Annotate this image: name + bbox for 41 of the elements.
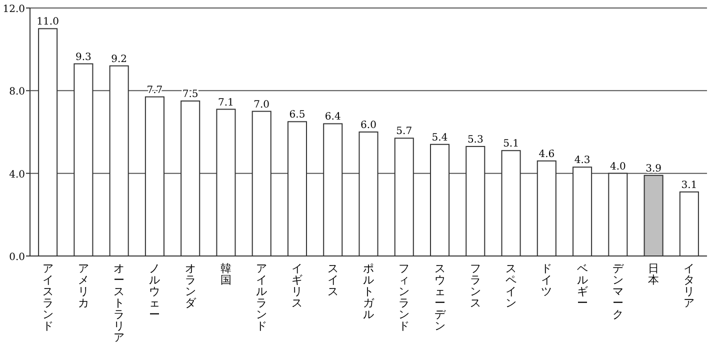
x-tick-label: イギリス <box>292 262 303 310</box>
x-tick-label: 日本 <box>648 262 660 286</box>
data-label: 7.0 <box>254 99 270 110</box>
data-label: 9.2 <box>111 54 128 65</box>
x-tick-label: イタリア <box>684 262 695 310</box>
data-label: 4.6 <box>538 148 555 160</box>
x-tick-label: ベルギー <box>576 262 588 310</box>
data-label: 3.1 <box>681 180 698 191</box>
x-tick-label: フランス <box>470 262 481 310</box>
data-label: 4.0 <box>610 161 626 172</box>
x-tick-label: アイスランド <box>42 262 54 332</box>
data-label: 9.3 <box>75 52 92 63</box>
data-label: 5.1 <box>503 138 519 150</box>
data-label: 6.0 <box>360 120 376 131</box>
x-tick-label: オーストラリア <box>114 262 125 344</box>
data-label: 5.7 <box>396 126 412 138</box>
x-tick-label: ポルトガル <box>363 262 375 321</box>
y-tick-label: 0.0 <box>9 252 25 263</box>
data-label: 11.0 <box>36 16 59 28</box>
y-tick-label: 12.0 <box>2 4 25 15</box>
data-label: 3.9 <box>646 163 662 174</box>
x-tick-label: 韓国 <box>220 262 232 286</box>
data-label: 6.4 <box>324 112 341 123</box>
x-tick-label: デンマーク <box>612 262 624 321</box>
data-label: 4.3 <box>574 155 590 166</box>
y-tick-label: 8.0 <box>9 86 25 98</box>
data-label: 7.5 <box>182 89 198 100</box>
data-label: 5.3 <box>467 134 484 146</box>
x-tick-label: フィンランド <box>398 262 410 332</box>
x-tick-label: アメリカ <box>78 262 89 310</box>
data-label: 6.5 <box>289 110 306 121</box>
x-tick-label: スペイン <box>506 262 517 310</box>
x-tick-label: スウェーデン <box>434 262 446 332</box>
y-tick-label: 4.0 <box>9 169 25 180</box>
x-tick-label: ノルウェー <box>149 262 160 321</box>
x-tick-label: オランダ <box>184 262 197 310</box>
x-tick-label: スイス <box>327 262 338 298</box>
x-tick-label: アイルランド <box>256 262 268 332</box>
data-label: 5.4 <box>432 132 448 144</box>
data-label: 7.1 <box>218 97 234 108</box>
x-tick-label: ドイツ <box>541 262 552 298</box>
